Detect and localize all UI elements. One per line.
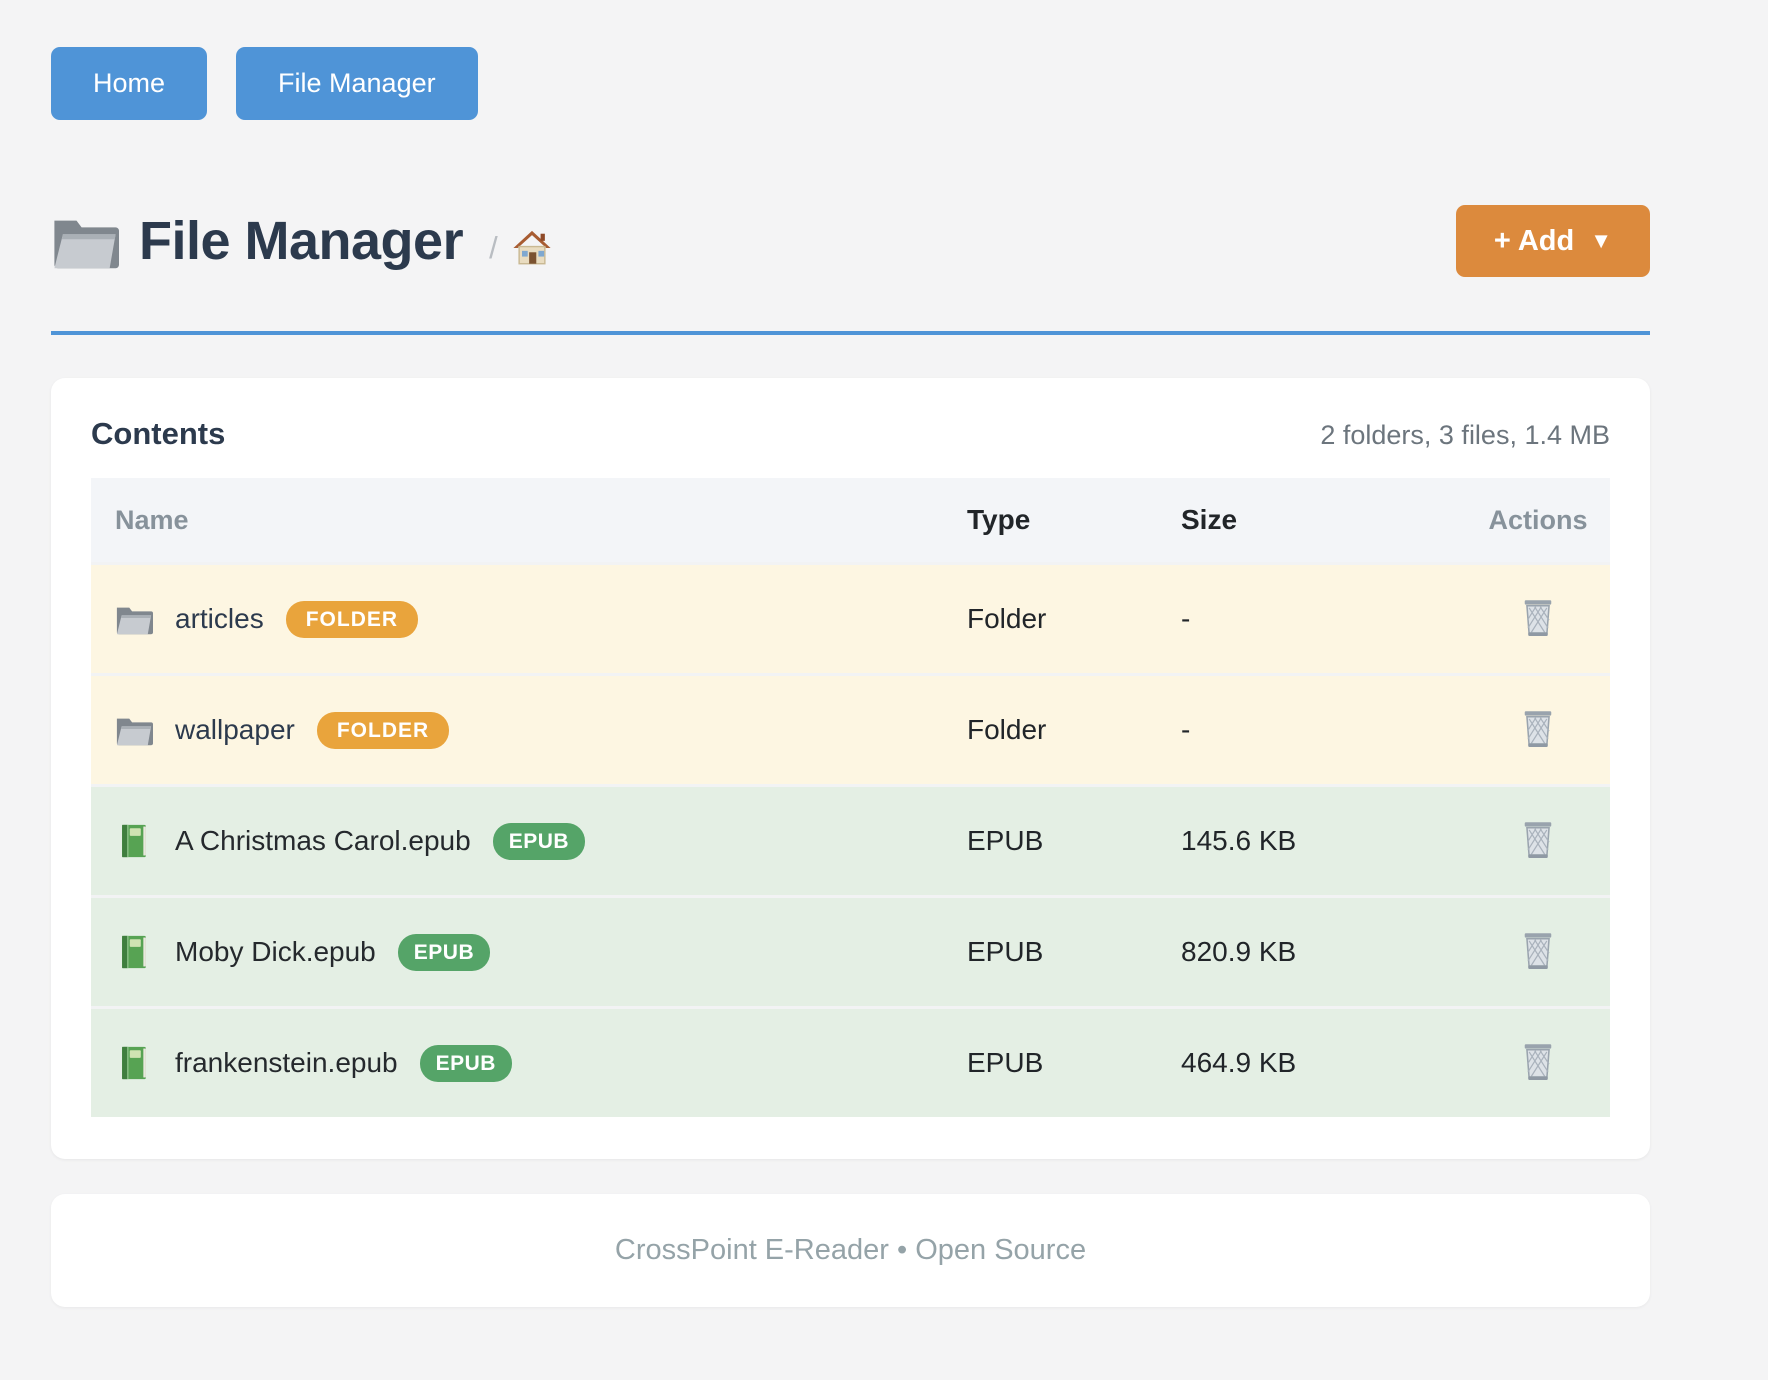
delete-button[interactable]: [1517, 705, 1559, 755]
column-header-name: Name: [115, 504, 189, 535]
folder-icon: [116, 718, 153, 746]
trash-icon: [1524, 821, 1552, 858]
delete-button[interactable]: [1517, 927, 1559, 977]
nav-file-manager-button[interactable]: File Manager: [236, 47, 478, 120]
file-size: 145.6 KB: [1181, 825, 1297, 856]
table-header: Name Type Size Actions: [91, 478, 1610, 562]
breadcrumb: /: [489, 230, 498, 265]
add-button-label: + Add: [1493, 224, 1575, 257]
table-body: articles FOLDER Folder -: [91, 562, 1610, 1117]
table-row[interactable]: frankenstein.epub EPUB EPUB 464.9 KB: [91, 1006, 1610, 1117]
contents-summary: 2 folders, 3 files, 1.4 MB: [1320, 420, 1610, 450]
type-badge: EPUB: [397, 933, 491, 971]
file-name: articles: [175, 603, 264, 634]
chevron-down-icon: ▼: [1590, 228, 1612, 253]
table-row[interactable]: A Christmas Carol.epub EPUB EPUB 145.6 K…: [91, 784, 1610, 895]
file-name: Moby Dick.epub: [175, 936, 376, 967]
title-divider: [51, 331, 1650, 335]
file-size: 820.9 KB: [1181, 936, 1297, 967]
file-size: 464.9 KB: [1181, 1047, 1297, 1078]
file-name: wallpaper: [175, 714, 295, 745]
page: Home File Manager File Manager / + Add ▼…: [51, 0, 1650, 1307]
table-row[interactable]: Moby Dick.epub EPUB EPUB 820.9 KB: [91, 895, 1610, 1006]
trash-icon: [1524, 599, 1552, 636]
delete-button[interactable]: [1517, 1038, 1559, 1088]
delete-button[interactable]: [1517, 594, 1559, 644]
file-type: EPUB: [967, 936, 1044, 967]
file-type: Folder: [967, 603, 1047, 634]
green-book-icon: [122, 935, 146, 969]
trash-icon: [1524, 710, 1552, 747]
trash-icon: [1524, 932, 1552, 969]
contents-card: Contents 2 folders, 3 files, 1.4 MB Name…: [51, 378, 1650, 1159]
file-name: A Christmas Carol.epub: [175, 825, 471, 856]
page-title: File Manager: [139, 211, 464, 271]
table-row[interactable]: articles FOLDER Folder -: [91, 562, 1610, 673]
file-table: Name Type Size Actions articles FOLDER: [91, 478, 1610, 1117]
green-book-icon: [122, 1046, 146, 1080]
file-name: frankenstein.epub: [175, 1047, 398, 1078]
column-header-type: Type: [967, 504, 1031, 535]
column-header-actions: Actions: [1488, 504, 1588, 535]
footer-text: CrossPoint E-Reader • Open Source: [614, 1234, 1087, 1266]
delete-button[interactable]: [1517, 816, 1559, 866]
page-header: File Manager / + Add ▼: [51, 193, 1650, 289]
contents-heading: Contents: [91, 416, 226, 451]
type-badge: EPUB: [492, 822, 586, 860]
file-size: -: [1181, 714, 1191, 745]
green-book-icon: [122, 824, 146, 858]
folder-icon: [54, 220, 119, 269]
table-row[interactable]: wallpaper FOLDER Folder -: [91, 673, 1610, 784]
file-type: Folder: [967, 714, 1047, 745]
file-type: EPUB: [967, 825, 1044, 856]
add-button[interactable]: + Add ▼: [1455, 205, 1650, 277]
column-header-size: Size: [1181, 504, 1238, 535]
footer: CrossPoint E-Reader • Open Source: [51, 1194, 1650, 1307]
file-size: -: [1181, 603, 1191, 634]
house-icon[interactable]: [512, 228, 552, 268]
type-badge: EPUB: [419, 1044, 512, 1082]
type-badge: FOLDER: [285, 600, 419, 638]
nav-home-button[interactable]: Home: [51, 47, 208, 120]
folder-icon: [116, 607, 153, 635]
top-nav: Home File Manager: [51, 0, 1650, 120]
file-type: EPUB: [967, 1047, 1044, 1078]
trash-icon: [1524, 1043, 1552, 1080]
type-badge: FOLDER: [316, 711, 450, 749]
